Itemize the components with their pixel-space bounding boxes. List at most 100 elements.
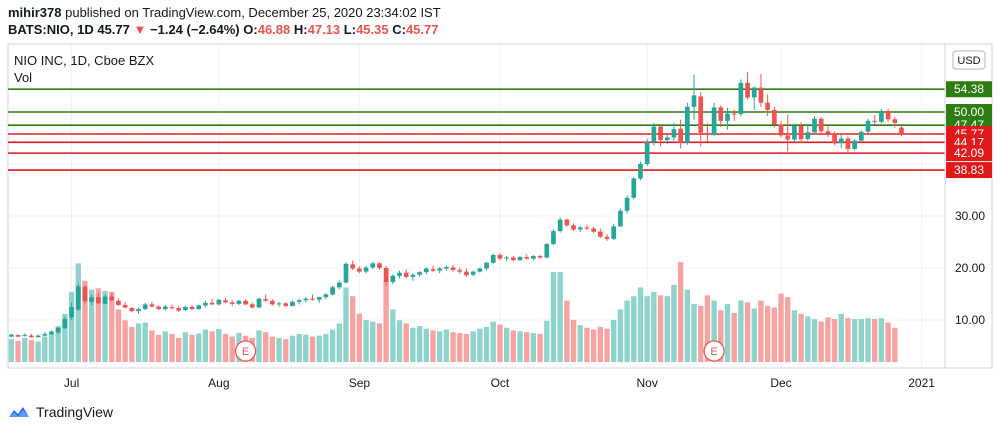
volume-bar: [570, 319, 577, 362]
candle-body: [35, 335, 41, 338]
price-badge-label: 54.38: [954, 82, 984, 96]
candle-body: [892, 119, 898, 123]
volume-bar: [129, 326, 135, 362]
volume-bar: [323, 333, 329, 362]
candle-body: [450, 267, 456, 271]
candle-body: [771, 109, 777, 125]
open-label: O:: [243, 22, 258, 37]
candle-body: [69, 307, 74, 318]
candle-body: [256, 298, 262, 308]
price-badge[interactable]: [946, 81, 992, 98]
volume-bar: [744, 302, 751, 362]
candle-body: [183, 307, 188, 311]
volume-bar: [309, 336, 316, 362]
volume-bar: [262, 332, 269, 362]
candle-body: [343, 263, 349, 283]
price-tick-label: 30.00: [955, 209, 985, 223]
earnings-marker-label: E: [710, 346, 717, 358]
volume-bar: [684, 289, 691, 362]
volume-bar: [865, 318, 871, 362]
volume-bar: [758, 300, 764, 362]
volume-bar: [738, 300, 744, 362]
candle-body: [290, 301, 295, 306]
volume-bar: [530, 333, 537, 362]
volume-bar: [169, 333, 175, 362]
volume-bar: [544, 320, 550, 362]
volume-bar: [202, 329, 209, 362]
candle-body: [249, 304, 255, 308]
candle-body: [223, 300, 228, 303]
volume-bar: [497, 324, 503, 362]
low-label: L:: [343, 22, 357, 37]
volume-bar: [651, 291, 657, 362]
candle-body: [410, 274, 416, 277]
volume-bar: [584, 327, 590, 362]
volume-bars: [8, 262, 898, 362]
volume-bar: [637, 287, 644, 362]
candle-body: [537, 256, 543, 258]
footer: TradingView: [8, 404, 113, 420]
candle-body: [745, 82, 750, 98]
candle-body: [838, 138, 844, 144]
earnings-marker-label: E: [242, 346, 249, 358]
volume-bar: [604, 328, 610, 362]
volume-bar: [403, 323, 409, 362]
volume-bar: [463, 333, 470, 362]
candle-body: [229, 302, 235, 304]
earnings-marker-icon[interactable]: [703, 340, 725, 362]
candle-body: [584, 227, 590, 229]
candle-body: [397, 272, 402, 276]
price-axis[interactable]: 10.0020.0030.0054.3850.0047.4745.7744.17…: [946, 81, 992, 327]
currency-button-label[interactable]: USD: [957, 55, 980, 67]
time-axis[interactable]: Jul Aug Sep Oct Nov Dec 2021: [64, 376, 935, 390]
volume-bar: [818, 321, 824, 362]
candle-body: [423, 268, 429, 273]
volume-bar: [858, 319, 865, 362]
candle-body: [403, 272, 409, 277]
volume-bar: [175, 337, 182, 362]
candle-body: [377, 263, 382, 268]
currency-button-box[interactable]: [952, 50, 986, 70]
candle-body: [42, 334, 48, 336]
price-badge[interactable]: [946, 162, 992, 179]
author-name[interactable]: mihir378: [8, 5, 62, 20]
currency-button[interactable]: USD: [952, 50, 986, 70]
volume-bar: [590, 329, 597, 362]
tradingview-brand[interactable]: TradingView: [36, 404, 114, 420]
volume-bar: [791, 310, 798, 362]
candle-body: [872, 120, 878, 122]
volume-bar: [851, 319, 858, 362]
volume-bar: [88, 289, 95, 362]
last-price: 45.77: [97, 22, 130, 37]
candle-body: [263, 299, 269, 301]
candle-body: [89, 297, 95, 302]
volume-bar: [564, 300, 570, 362]
candle-body: [885, 110, 891, 120]
tradingview-logo-icon[interactable]: [8, 405, 30, 419]
volume-bar: [410, 327, 416, 362]
time-tick-label: Nov: [636, 376, 657, 390]
price-badge[interactable]: [946, 104, 992, 120]
price-badge[interactable]: [946, 145, 992, 162]
volume-bar: [95, 288, 102, 362]
candle-body: [457, 270, 463, 272]
volume-bar: [222, 333, 229, 362]
candle-body: [765, 102, 770, 110]
volume-bar: [644, 296, 650, 362]
volume-bar: [22, 337, 28, 362]
volume-bar: [624, 300, 630, 362]
change-value: −1.24 (−2.64%): [150, 22, 240, 37]
horizontal-lines[interactable]: [8, 88, 945, 171]
candle-body: [283, 303, 289, 306]
volume-bar: [470, 331, 476, 362]
candle-body: [102, 296, 108, 304]
volume-bar: [82, 280, 88, 362]
earnings-marker-icon[interactable]: [234, 340, 257, 362]
volume-bar: [269, 336, 276, 362]
candle-body: [116, 300, 121, 305]
candle-body: [62, 318, 68, 329]
candle-body: [490, 255, 496, 263]
price-badge-label: 50.00: [954, 105, 984, 119]
